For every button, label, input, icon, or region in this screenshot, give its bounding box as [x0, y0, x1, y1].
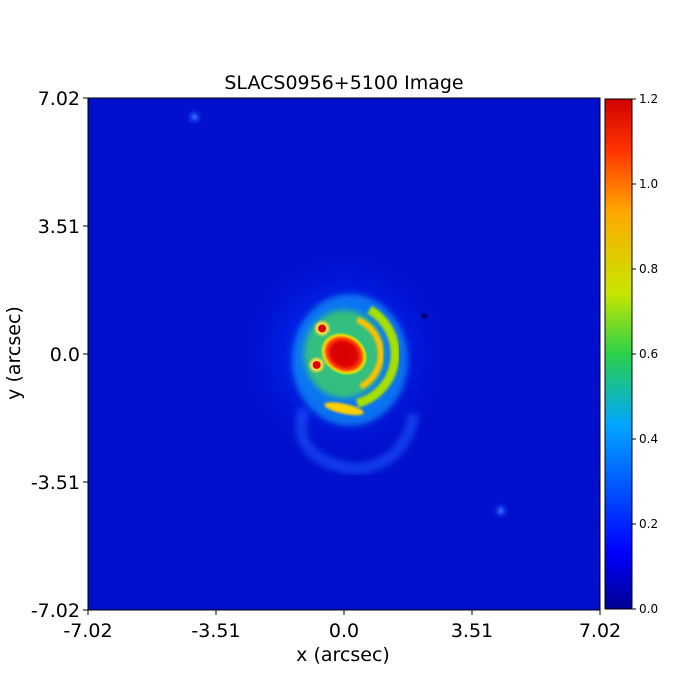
colorbar-tick-label: 1.0 — [639, 177, 658, 191]
colorbar-tick-label: 0.4 — [639, 432, 658, 446]
y-tick-label: -3.51 — [31, 472, 80, 494]
x-axis-label: x (arcsec) — [296, 644, 390, 666]
background-source — [185, 107, 204, 126]
background-source — [421, 312, 428, 319]
outer-arm — [295, 407, 420, 476]
lensed-image-point — [318, 324, 327, 333]
colorbar-tick-label: 0.8 — [639, 262, 658, 276]
y-tick-label: 7.02 — [38, 88, 80, 110]
y-tick-label: 3.51 — [38, 216, 80, 238]
colorbar-tick-label: 0.0 — [639, 602, 658, 616]
lower-arc — [324, 402, 364, 416]
lensed-image-point — [312, 360, 321, 369]
x-axis: -7.02 -3.51 0.0 3.51 7.02 — [63, 610, 621, 642]
inner-arc — [356, 316, 384, 390]
y-tick-label: 0.0 — [50, 344, 80, 366]
y-tick-label: -7.02 — [31, 600, 80, 622]
x-tick-label: -7.02 — [63, 620, 112, 642]
galaxy-core — [320, 332, 368, 376]
chart-title: SLACS0956+5100 Image — [224, 72, 463, 94]
colorbar-tick-label: 0.2 — [639, 517, 658, 531]
colorbar-tick-label: 0.6 — [639, 347, 658, 361]
heatmap-image — [88, 98, 600, 610]
colorbar — [605, 99, 632, 609]
x-tick-label: -3.51 — [191, 620, 240, 642]
x-tick-label: 3.51 — [451, 620, 493, 642]
y-axis-label: y (arcsec) — [3, 306, 25, 400]
colorbar-axis: 0.0 0.2 0.4 0.6 0.8 1.0 1.2 — [632, 92, 658, 616]
x-tick-label: 7.02 — [579, 620, 621, 642]
colorbar-tick-label: 1.2 — [639, 92, 658, 106]
y-axis: -7.02 -3.51 0.0 3.51 7.02 — [31, 88, 88, 622]
x-tick-label: 0.0 — [329, 620, 359, 642]
lensed-arc — [355, 305, 400, 408]
background-source — [491, 501, 510, 520]
